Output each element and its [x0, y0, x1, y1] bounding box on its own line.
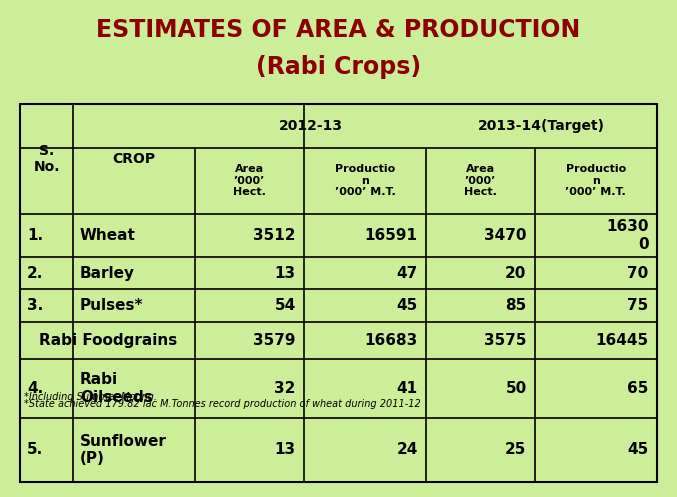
Text: (Rabi Crops): (Rabi Crops) [256, 55, 421, 79]
Bar [20, 104, 657, 482]
Text: Sunflower
(P): Sunflower (P) [80, 434, 167, 466]
Text: 24: 24 [396, 442, 418, 457]
Text: 1.: 1. [27, 228, 43, 243]
Text: 54: 54 [274, 298, 296, 313]
Text: Rabi
Oilseeds: Rabi Oilseeds [80, 372, 152, 405]
Text: 2012-13: 2012-13 [278, 119, 343, 133]
Text: 75: 75 [628, 298, 649, 313]
Text: 25: 25 [505, 442, 527, 457]
Text: Wheat: Wheat [80, 228, 135, 243]
Text: 65: 65 [627, 381, 649, 396]
Text: 45: 45 [628, 442, 649, 457]
Text: 16591: 16591 [365, 228, 418, 243]
Text: 3470: 3470 [484, 228, 527, 243]
Text: Area
’000’
Hect.: Area ’000’ Hect. [464, 164, 497, 197]
Text: *Including Summer Moong.: *Including Summer Moong. [24, 393, 156, 403]
Text: 2.: 2. [27, 266, 43, 281]
Text: 4.: 4. [27, 381, 43, 396]
Text: 50: 50 [505, 381, 527, 396]
Text: 3575: 3575 [484, 333, 527, 348]
Text: Productio
n
’000’ M.T.: Productio n ’000’ M.T. [565, 164, 626, 197]
Text: 70: 70 [628, 266, 649, 281]
Text: 3579: 3579 [253, 333, 296, 348]
Text: 85: 85 [505, 298, 527, 313]
Text: 41: 41 [397, 381, 418, 396]
Text: Rabi Foodgrains: Rabi Foodgrains [39, 333, 177, 348]
Text: 3.: 3. [27, 298, 43, 313]
Text: 16683: 16683 [364, 333, 418, 348]
Text: 45: 45 [397, 298, 418, 313]
Text: 5.: 5. [27, 442, 43, 457]
Text: *State achieved 179.82 lac M.Tonnes record production of wheat during 2011-12: *State achieved 179.82 lac M.Tonnes reco… [24, 400, 420, 410]
Text: 3512: 3512 [253, 228, 296, 243]
Text: 20: 20 [505, 266, 527, 281]
Text: Productio
n
’000’ M.T.: Productio n ’000’ M.T. [334, 164, 395, 197]
Text: ESTIMATES OF AREA & PRODUCTION: ESTIMATES OF AREA & PRODUCTION [96, 18, 581, 42]
Text: Area
’000’
Hect.: Area ’000’ Hect. [233, 164, 266, 197]
Text: 16445: 16445 [596, 333, 649, 348]
Text: S.
No.: S. No. [33, 144, 60, 174]
Text: 32: 32 [274, 381, 296, 396]
Text: 13: 13 [275, 266, 296, 281]
Text: Barley: Barley [80, 266, 135, 281]
Text: Pulses*: Pulses* [80, 298, 144, 313]
Text: 1630
0: 1630 0 [606, 220, 649, 252]
Text: 2013-14(Target): 2013-14(Target) [478, 119, 605, 133]
Text: 47: 47 [397, 266, 418, 281]
Text: 13: 13 [275, 442, 296, 457]
Text: CROP: CROP [112, 152, 156, 166]
